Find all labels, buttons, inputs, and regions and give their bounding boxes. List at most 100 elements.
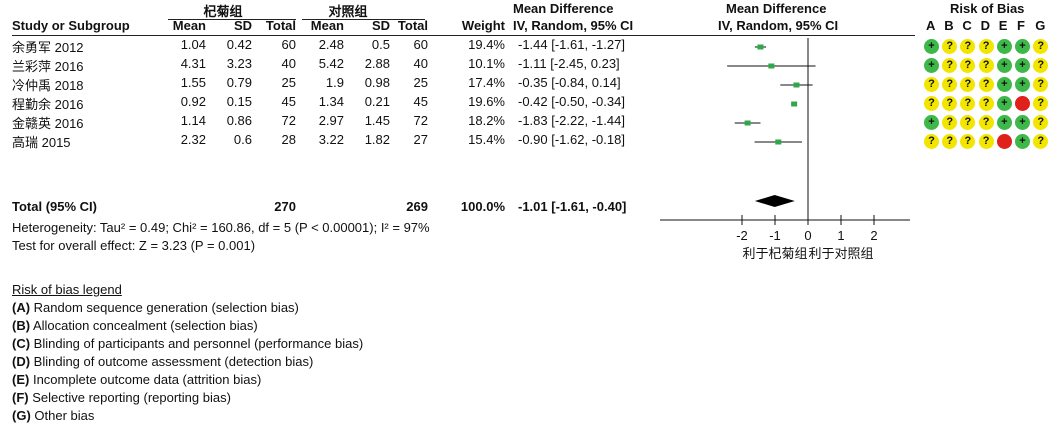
cell-sd2: 1.45 <box>364 113 390 128</box>
rob-unclear-dot: ? <box>1033 77 1049 92</box>
cell-sd1: 0.42 <box>226 37 252 52</box>
legend-key: (A) <box>12 300 31 315</box>
legend-key: (F) <box>12 390 29 405</box>
point-estimate <box>793 82 800 88</box>
total-weight: 100.0% <box>460 199 505 214</box>
cell-m1: 1.14 <box>180 113 206 128</box>
cell-n2: 25 <box>413 75 428 90</box>
cell-sd2: 2.88 <box>364 56 390 71</box>
legend-key: (D) <box>12 354 31 369</box>
rob-low-dot: + <box>1015 77 1030 92</box>
cell-n2: 60 <box>413 37 428 52</box>
rob-letter-d: D <box>980 18 990 33</box>
rob-low-dot: + <box>1015 58 1030 73</box>
rob-low-dot: + <box>996 58 1012 73</box>
heterogeneity-text: Heterogeneity: Tau² = 0.49; Chi² = 160.8… <box>12 220 430 235</box>
rob-letter-g: G <box>1035 18 1046 33</box>
legend-item: (F) Selective reporting (reporting bias) <box>12 390 231 405</box>
cell-ci: -1.44 [-1.61, -1.27] <box>518 37 625 52</box>
mean-diff-col-header: Mean Difference <box>513 1 614 16</box>
rob-unclear-dot: ? <box>942 115 958 130</box>
rob-unclear-dot: ? <box>960 77 976 92</box>
cell-sd2: 0.98 <box>364 75 390 90</box>
header-underline <box>12 35 915 36</box>
legend-text: Blinding of outcome assessment (detectio… <box>30 354 314 369</box>
rob-letter-f: F <box>1017 18 1025 33</box>
rob-low-dot: + <box>996 96 1012 111</box>
legend-key: (C) <box>12 336 31 351</box>
cell-sd2: 0.21 <box>364 94 390 109</box>
rob-unclear-dot: ? <box>978 96 994 111</box>
cell-n1: 45 <box>281 94 296 109</box>
cell-n1: 25 <box>281 75 296 90</box>
rob-high-dot <box>996 134 1012 149</box>
rob-low-dot: + <box>924 58 939 73</box>
legend-text: Selective reporting (reporting bias) <box>28 390 231 405</box>
cell-n1: 28 <box>281 132 296 147</box>
cell-sd1: 0.86 <box>226 113 252 128</box>
cell-m1: 1.55 <box>180 75 206 90</box>
cell-weight: 15.4% <box>468 132 505 147</box>
cell-sd1: 3.23 <box>226 56 252 71</box>
cell-m1: 2.32 <box>180 132 206 147</box>
legend-text: Other bias <box>30 408 95 423</box>
legend-text: Random sequence generation (selection bi… <box>30 300 299 315</box>
legend-title: Risk of bias legend <box>12 282 122 297</box>
rob-unclear-dot: ? <box>1033 134 1049 149</box>
cell-weight: 19.4% <box>468 37 505 52</box>
cell-name: 程勤余 2016 <box>12 97 84 112</box>
rob-unclear-dot: ? <box>924 96 939 111</box>
cell-name: 余勇军 2012 <box>12 40 84 55</box>
rob-low-dot: + <box>996 39 1012 54</box>
rob-unclear-dot: ? <box>1033 115 1049 130</box>
cell-m2: 2.97 <box>318 113 344 128</box>
legend-text: Incomplete outcome data (attrition bias) <box>29 372 262 387</box>
rob-letter-b: B <box>944 18 954 33</box>
rob-unclear-dot: ? <box>960 39 976 54</box>
cell-sd1: 0.6 <box>233 132 252 147</box>
cell-sd2: 1.82 <box>364 132 390 147</box>
legend-item: (G) Other bias <box>12 408 94 423</box>
cell-n2: 72 <box>413 113 428 128</box>
col-mean1: Mean <box>172 18 206 33</box>
rob-unclear-dot: ? <box>924 134 939 149</box>
cell-weight: 19.6% <box>468 94 505 109</box>
cell-ci: -1.83 [-2.22, -1.44] <box>518 113 625 128</box>
legend-item: (E) Incomplete outcome data (attrition b… <box>12 372 261 387</box>
rob-low-dot: + <box>996 115 1012 130</box>
cell-name: 冷仲禹 2018 <box>12 78 84 93</box>
rob-unclear-dot: ? <box>960 58 976 73</box>
favours-left-label: 利于杞菊组 <box>742 246 807 261</box>
cell-n2: 40 <box>413 56 428 71</box>
rob-unclear-dot: ? <box>942 77 958 92</box>
rob-unclear-dot: ? <box>942 39 958 54</box>
cell-sd1: 0.79 <box>226 75 252 90</box>
legend-key: (G) <box>12 408 31 423</box>
cell-name: 金赣英 2016 <box>12 116 84 131</box>
point-estimate <box>744 120 751 126</box>
rob-unclear-dot: ? <box>978 115 994 130</box>
rob-unclear-dot: ? <box>1033 58 1049 73</box>
point-estimate <box>775 139 782 145</box>
col-sd2: SD <box>371 18 390 33</box>
cell-m2: 3.22 <box>318 132 344 147</box>
total-n2: 269 <box>406 199 428 214</box>
point-estimate <box>757 44 764 50</box>
legend-key: (E) <box>12 372 30 387</box>
pooled-diamond <box>754 195 795 207</box>
rob-low-dot: + <box>924 39 939 54</box>
rob-letter-e: E <box>998 18 1008 33</box>
rob-unclear-dot: ? <box>1033 96 1049 111</box>
cell-name: 高瑞 2015 <box>12 135 71 150</box>
cell-m2: 1.34 <box>318 94 344 109</box>
rob-title: Risk of Bias <box>950 1 1025 16</box>
cell-n1: 40 <box>281 56 296 71</box>
cell-ci: -0.90 [-1.62, -0.18] <box>518 132 625 147</box>
cell-n2: 45 <box>413 94 428 109</box>
rob-unclear-dot: ? <box>978 39 994 54</box>
rob-unclear-dot: ? <box>942 58 958 73</box>
cell-m1: 4.31 <box>180 56 206 71</box>
plot-title: Mean Difference <box>726 1 827 16</box>
x-tick-label: 0 <box>804 228 811 243</box>
col-mean2: Mean <box>310 18 344 33</box>
